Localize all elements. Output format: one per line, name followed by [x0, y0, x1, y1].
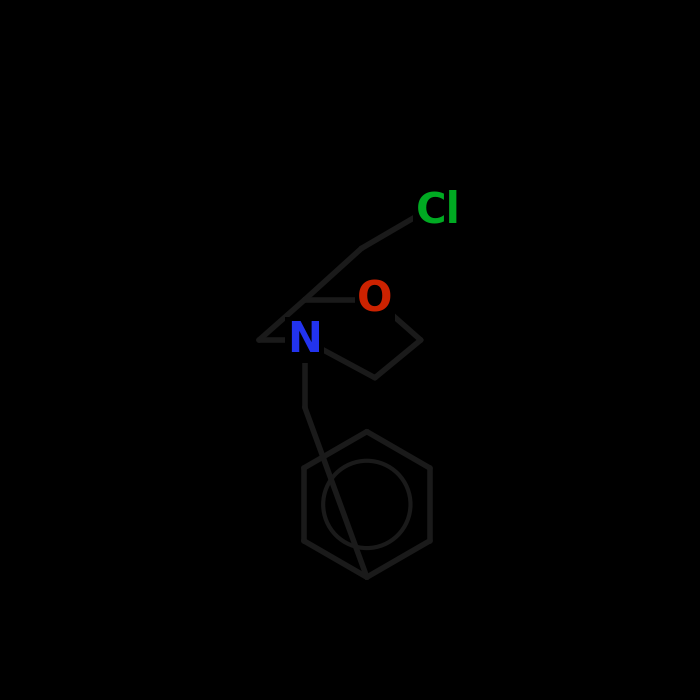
Text: O: O	[357, 279, 393, 321]
Text: Cl: Cl	[416, 190, 461, 232]
Text: N: N	[288, 319, 322, 361]
